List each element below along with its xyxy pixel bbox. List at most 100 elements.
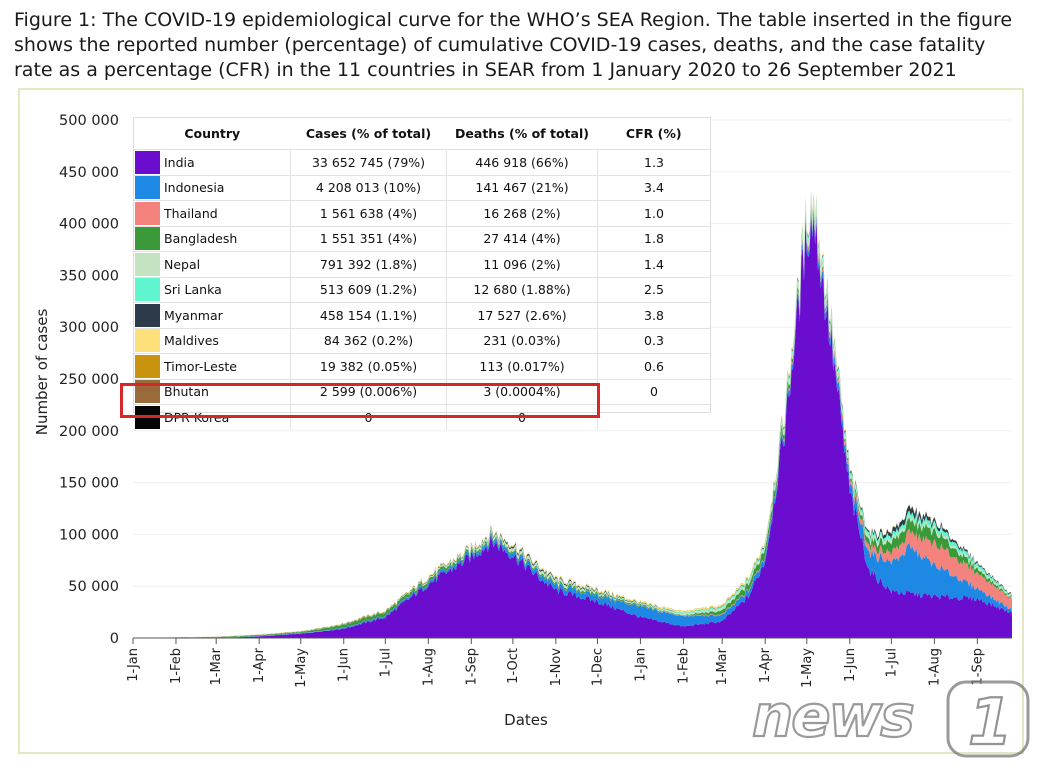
x-tick-label: 1-Jun [843, 648, 858, 682]
table-row: Bhutan 2 599 (0.006%) 3 (0.0004%) 0 [134, 378, 710, 405]
y-tick-label: 300 000 [59, 320, 119, 336]
x-tick-label: 1-Jan [633, 648, 648, 682]
table-body: India 33 652 745 (79%) 446 918 (66%) 1.3 Ind… [134, 149, 710, 430]
legend-swatch-color [135, 227, 160, 251]
table-row: Thailand 1 561 638 (4%) 16 268 (2%) 1.0 [134, 200, 710, 226]
svg-text:news: news [752, 682, 913, 750]
svg-text:1: 1 [968, 686, 1013, 760]
cases-cell: 4 208 013 (10%) [290, 174, 447, 201]
legend-swatch [134, 276, 161, 303]
table-row: Bangladesh 1 551 351 (4%) 27 414 (4%) 1.8 [134, 225, 710, 252]
x-axis-title: Dates [504, 711, 548, 729]
cfr-cell: 0.6 [597, 353, 710, 379]
y-tick-label: 150 000 [59, 476, 119, 492]
x-tick-label: 1-Aug [927, 648, 942, 686]
country-name: Timor-Leste [161, 353, 291, 379]
legend-swatch-color [135, 150, 160, 174]
cases-cell: 791 392 (1.8%) [290, 251, 447, 277]
cfr-cell: 3.8 [597, 302, 710, 328]
y-tick-label: 450 000 [59, 165, 119, 181]
legend-swatch-color [135, 354, 160, 378]
x-tick-label: 1-Dec [590, 648, 605, 686]
deaths-cell: 27 414 (4%) [446, 225, 598, 252]
series-area-india [133, 213, 1012, 638]
x-tick-label: 1-Mar [209, 647, 224, 685]
country-name: Myanmar [161, 302, 291, 328]
x-tick-label: 1-Apr [252, 647, 267, 683]
x-tick-label: 1-Feb [676, 648, 691, 684]
legend-swatch-color [135, 252, 160, 276]
legend-swatch-color [135, 176, 160, 200]
y-tick-label: 400 000 [59, 217, 119, 233]
country-name: India [161, 149, 291, 175]
x-tick-label: 1-Nov [549, 648, 564, 687]
country-name: Bangladesh [161, 225, 291, 252]
dpr-korea-highlight-box [120, 383, 600, 418]
cfr-cell: 1.4 [597, 251, 710, 277]
legend-swatch-color [135, 329, 160, 353]
x-tick-label: 1-Sep [970, 648, 985, 685]
y-tick-label: 350 000 [59, 268, 119, 284]
country-name: Nepal [161, 251, 291, 277]
cfr-cell: 2.5 [597, 276, 710, 303]
y-tick-label: 50 000 [68, 579, 119, 595]
header-cases: Cases (% of total) [305, 126, 432, 141]
country-name: Indonesia [161, 174, 291, 201]
country-name: Sri Lanka [161, 276, 291, 303]
x-tick-label: 1-May [294, 648, 309, 688]
header-country: Country [184, 126, 241, 141]
country-name: Thailand [161, 200, 291, 226]
cases-cell: 33 652 745 (79%) [290, 149, 447, 175]
cases-cell: 84 362 (0.2%) [290, 327, 447, 354]
header-deaths: Deaths (% of total) [455, 126, 589, 141]
cfr-cell: 0 [597, 378, 710, 405]
legend-table: Country Cases (% of total) Deaths (% of … [133, 117, 711, 430]
y-axis-title: Number of cases [33, 309, 51, 436]
axes: 0 50 000 100 000 150 000 200 000 250 000 300 0… [59, 113, 1012, 688]
x-tick-label: 1-Sep [464, 648, 479, 685]
series-areas [133, 190, 1012, 639]
legend-swatch-color [135, 278, 160, 302]
legend-swatch [134, 225, 161, 252]
table-row: India 33 652 745 (79%) 446 918 (66%) 1.3 [134, 149, 710, 175]
legend-swatch-color [135, 303, 160, 327]
legend-swatch [134, 251, 161, 277]
y-tick-label: 100 000 [59, 527, 119, 543]
country-name: Maldives [161, 327, 291, 354]
legend-swatch [134, 327, 161, 354]
cases-cell: 2 599 (0.006%) [290, 378, 447, 405]
x-tick-label: 1-May [800, 648, 815, 688]
y-tick-label: 0 [110, 631, 119, 647]
y-tick-label: 200 000 [59, 424, 119, 440]
x-tick-label: 1-Aug [421, 648, 436, 686]
legend-swatch [134, 378, 161, 405]
cfr-cell: 1.3 [597, 149, 710, 175]
deaths-cell: 446 918 (66%) [446, 149, 598, 175]
x-tick-label: 1-Mar [715, 647, 730, 685]
legend-swatch [134, 200, 161, 226]
x-tick-label: 1-Feb [169, 648, 184, 684]
country-summary-table: Country Cases (% of total) Deaths (% of … [134, 118, 710, 430]
legend-swatch-color [135, 380, 160, 404]
legend-swatch [134, 302, 161, 328]
legend-swatch [134, 353, 161, 379]
y-tick-label: 250 000 [59, 372, 119, 388]
cfr-cell: 1.0 [597, 200, 710, 226]
x-tick-label: 1-Apr [758, 647, 773, 683]
deaths-cell: 11 096 (2%) [446, 251, 598, 277]
cfr-cell: 0.3 [597, 327, 710, 354]
deaths-cell: 16 268 (2%) [446, 200, 598, 226]
table-row: Myanmar 458 154 (1.1%) 17 527 (2.6%) 3.8 [134, 302, 710, 328]
cases-cell: 513 609 (1.2%) [290, 276, 447, 303]
deaths-cell: 3 (0.0004%) [446, 378, 598, 405]
cases-cell: 1 551 351 (4%) [290, 225, 447, 252]
header-cfr: CFR (%) [625, 126, 682, 141]
cfr-cell: 1.8 [597, 225, 710, 252]
x-tick-label: 1-Oct [506, 648, 521, 684]
cases-cell: 1 561 638 (4%) [290, 200, 447, 226]
x-tick-label: 1-Jan [126, 648, 141, 682]
y-tick-label: 500 000 [59, 113, 119, 129]
cases-cell: 458 154 (1.1%) [290, 302, 447, 328]
x-tick-label: 1-Jul [884, 648, 899, 677]
